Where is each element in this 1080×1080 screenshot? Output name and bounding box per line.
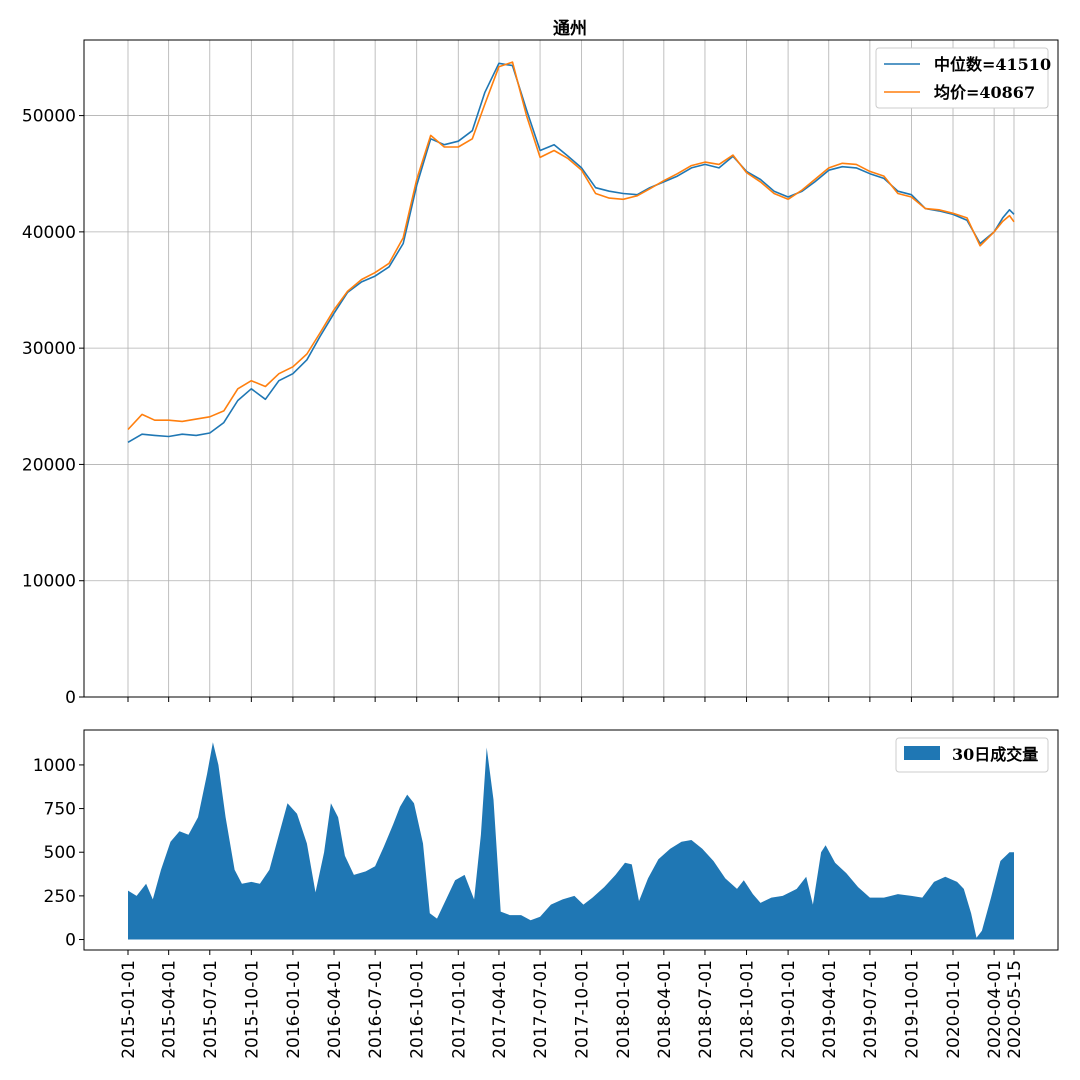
volume-axes-frame [83, 729, 1059, 951]
date-tick-label-20: 2020-01-01 [944, 960, 964, 1059]
price-ytick-label-4: 40000 [22, 223, 76, 243]
date-axis: 2015-01-01 2015-04-01 2015-07-01 2015-10-01… [119, 950, 1025, 1059]
date-tick-label-13: 2018-04-01 [655, 960, 675, 1059]
date-tick-label-22: 2020-05-15 [1005, 960, 1025, 1059]
date-tick-label-19: 2019-10-01 [902, 960, 922, 1059]
price-ytick-label-2: 20000 [22, 455, 76, 475]
volume-ytick-label-2: 500 [44, 843, 76, 863]
date-tick-label-17: 2019-04-01 [820, 960, 840, 1059]
date-tick-label-2: 2015-07-01 [201, 960, 221, 1059]
price-ytick-label-3: 30000 [22, 339, 76, 359]
date-tick-label-5: 2016-04-01 [325, 960, 345, 1059]
legend-volume-swatch [904, 746, 940, 760]
price-ytick-label-0: 0 [65, 688, 76, 708]
date-tick-label-12: 2018-01-01 [614, 960, 634, 1059]
date-tick-label-9: 2017-04-01 [490, 960, 510, 1059]
date-tick-label-16: 2019-01-01 [779, 960, 799, 1059]
volume-ytick-label-3: 750 [44, 800, 76, 820]
date-tick-label-14: 2018-07-01 [696, 960, 716, 1059]
volume-legend: 30日成交量 [895, 737, 1049, 773]
price-panel: 0 10000 20000 30000 40000 50000 [22, 39, 1059, 708]
chart-title: 通州 [553, 19, 587, 39]
price-axes-frame [83, 39, 1059, 698]
date-tick-label-1: 2015-04-01 [160, 960, 180, 1059]
price-legend-box [875, 47, 1049, 109]
price-ytick-label-1: 10000 [22, 572, 76, 592]
date-tick-label-7: 2016-10-01 [408, 960, 428, 1059]
price-series-line-0 [127, 62, 1015, 443]
date-tick-label-3: 2015-10-01 [242, 960, 262, 1059]
volume-ytick-label-0: 0 [65, 931, 76, 951]
volume-ytick-label-1: 250 [44, 887, 76, 907]
legend-average-label: 均价=40867 [934, 83, 1035, 102]
date-tick-label-15: 2018-10-01 [738, 960, 758, 1059]
price-ytick-label-5: 50000 [22, 107, 76, 127]
volume-panel: 0 250 500 750 1000 [33, 729, 1059, 951]
date-tick-label-18: 2019-07-01 [861, 960, 881, 1059]
legend-median-label: 中位数=41510 [934, 55, 1051, 74]
date-tick-label-10: 2017-07-01 [531, 960, 551, 1059]
price-legend: 中位数=41510 均价=40867 [875, 47, 1051, 109]
volume-ytick-label-4: 1000 [33, 756, 76, 776]
date-tick-label-11: 2017-10-01 [573, 960, 593, 1059]
date-tick-label-6: 2016-07-01 [366, 960, 386, 1059]
date-tick-label-21: 2020-04-01 [985, 960, 1005, 1059]
date-tick-label-0: 2015-01-01 [119, 960, 139, 1059]
volume-area-0 [128, 742, 1014, 940]
date-tick-label-8: 2017-01-01 [449, 960, 469, 1059]
date-tick-label-4: 2016-01-01 [284, 960, 304, 1059]
legend-volume-label: 30日成交量 [952, 745, 1038, 764]
price-series-line-1 [127, 61, 1015, 431]
